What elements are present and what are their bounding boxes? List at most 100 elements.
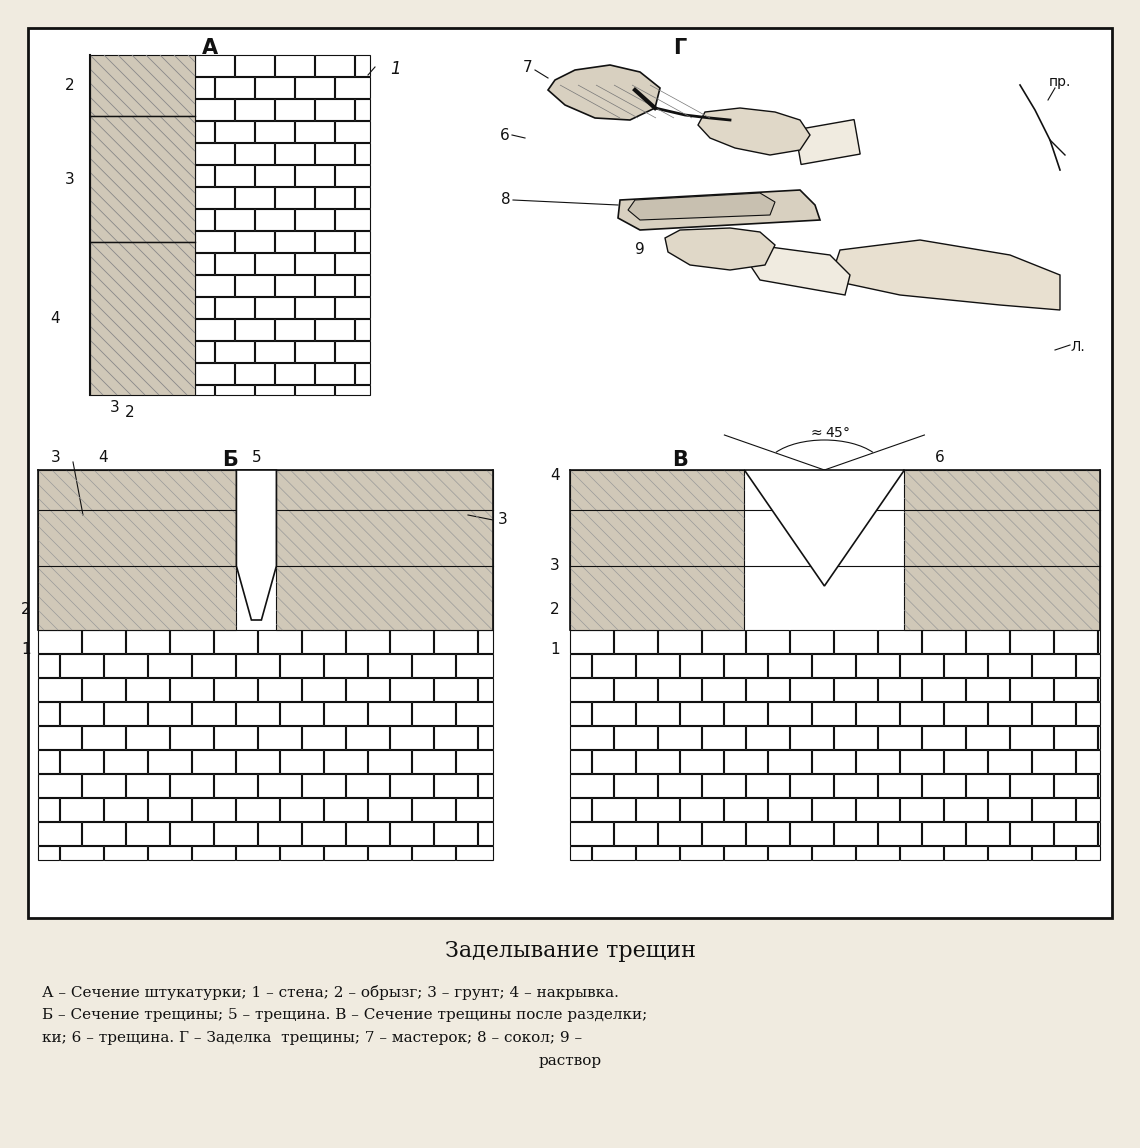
Bar [255,165,294,186]
Bar [355,276,371,296]
Bar [38,726,81,748]
Text: 2: 2 [551,603,560,618]
Bar [1032,846,1075,860]
Bar [324,846,367,860]
Bar [658,822,701,845]
Bar [195,99,234,121]
Bar [878,774,921,797]
Bar [478,630,492,653]
Bar [390,678,433,701]
Bar [195,55,234,76]
Bar [679,654,723,677]
Bar [347,726,389,748]
Bar [856,654,899,677]
Bar [988,750,1031,773]
Bar [104,750,147,773]
Bar [315,276,355,296]
Bar [302,726,345,748]
Bar [214,630,256,653]
Bar [315,231,355,253]
Bar [214,822,256,845]
Bar [280,654,323,677]
Bar [966,774,1009,797]
Bar [335,209,370,230]
Bar [1010,774,1053,797]
Text: 3: 3 [111,400,120,414]
Bar [258,630,301,653]
Bar [38,470,236,630]
Text: пр.: пр. [1049,75,1072,90]
Bar [570,798,591,821]
Bar [192,654,235,677]
Bar [456,798,492,821]
Bar [38,846,59,860]
Bar [235,319,274,340]
Bar [614,678,657,701]
Bar [922,726,964,748]
Bar [856,846,899,860]
Bar [275,55,314,76]
Bar [258,678,301,701]
Bar [1098,774,1100,797]
Bar [570,470,744,630]
Bar [335,165,370,186]
Bar [275,144,314,164]
Bar [1032,654,1075,677]
Bar [812,798,855,821]
Bar [295,385,334,395]
Bar [368,750,412,773]
Bar [412,846,455,860]
Polygon shape [665,228,775,270]
Polygon shape [628,193,775,220]
Bar [456,846,492,860]
Bar [38,798,59,821]
Bar [82,774,125,797]
Bar [235,231,274,253]
Bar [478,822,492,845]
Bar [195,253,214,274]
Bar [195,144,234,164]
Bar [235,276,274,296]
Bar [236,750,279,773]
Bar [275,363,314,383]
Bar [127,774,169,797]
Bar [812,846,855,860]
Bar [768,701,811,726]
Bar [768,750,811,773]
Bar [724,701,767,726]
Bar [1076,701,1100,726]
Polygon shape [830,240,1060,310]
Bar [1054,726,1097,748]
Bar [1032,750,1075,773]
Bar [724,798,767,821]
Bar [592,750,635,773]
Text: 8: 8 [502,193,511,208]
Bar [1076,798,1100,821]
Bar [922,774,964,797]
Bar [746,726,789,748]
Bar [255,253,294,274]
Bar [215,341,254,362]
Bar [324,654,367,677]
Bar [335,121,370,142]
Bar [104,654,147,677]
Bar [148,701,192,726]
Bar [1098,630,1100,653]
Bar [295,253,334,274]
Text: 3: 3 [65,171,75,187]
Bar [347,630,389,653]
Text: 2: 2 [65,78,75,93]
Bar [988,798,1031,821]
Bar [570,774,613,797]
Bar [658,726,701,748]
Text: В: В [673,450,687,470]
Bar [922,822,964,845]
Bar [434,726,477,748]
Text: 5: 5 [252,450,261,465]
Bar [790,774,833,797]
Text: 9: 9 [635,242,645,257]
Bar [335,297,370,318]
Text: Л.: Л. [1070,340,1085,354]
Bar [148,750,192,773]
Bar [195,385,214,395]
